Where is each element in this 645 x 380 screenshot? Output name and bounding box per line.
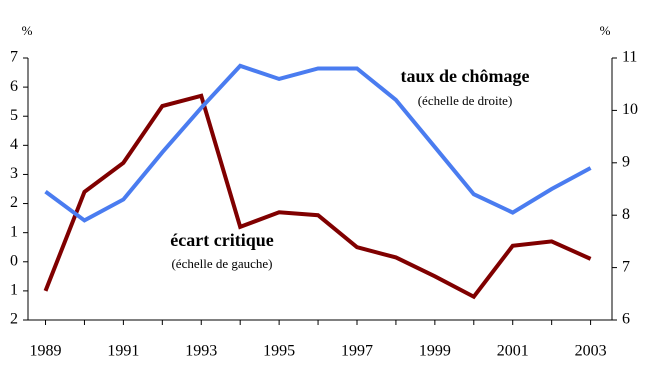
- y2-tick-label: 6: [622, 311, 630, 328]
- y2-tick-label: 8: [622, 206, 630, 223]
- series-note: (échelle de gauche): [171, 256, 272, 271]
- x-tick-label: 1991: [107, 343, 139, 360]
- series-label: écart critique: [170, 230, 273, 250]
- series-label: taux de chômage: [401, 66, 530, 86]
- y-tick-label: 1: [10, 223, 18, 240]
- y-tick-label: 2: [10, 194, 18, 211]
- x-tick-label: 1997: [341, 343, 373, 360]
- y2-tick-label: 7: [622, 258, 630, 275]
- y-tick-label: 3: [10, 165, 18, 182]
- y2-tick-label: 11: [622, 49, 637, 66]
- y-unit: %: [22, 23, 33, 38]
- x-tick-label: 1999: [419, 343, 451, 360]
- x-tick-label: 1995: [263, 343, 295, 360]
- y-tick-label: 7: [10, 49, 18, 66]
- series-line: [44, 63, 592, 223]
- y2-unit: %: [600, 23, 611, 38]
- y-tick-label: 2: [10, 311, 18, 328]
- y-tick-label: 1: [10, 282, 18, 299]
- y-tick-label: 6: [10, 78, 18, 95]
- y2-tick-label: 9: [622, 153, 630, 170]
- y-tick-label: 5: [10, 107, 18, 124]
- series-line: [43, 93, 592, 300]
- y-tick-label: 4: [10, 136, 18, 153]
- y-tick-label: 0: [10, 252, 18, 269]
- x-tick-label: 1989: [30, 343, 62, 360]
- x-tick-label: 1993: [185, 343, 217, 360]
- x-tick-label: 2001: [497, 343, 529, 360]
- y2-tick-label: 10: [622, 101, 638, 118]
- series-note: (échelle de droite): [418, 93, 513, 108]
- x-tick-label: 2003: [575, 343, 607, 360]
